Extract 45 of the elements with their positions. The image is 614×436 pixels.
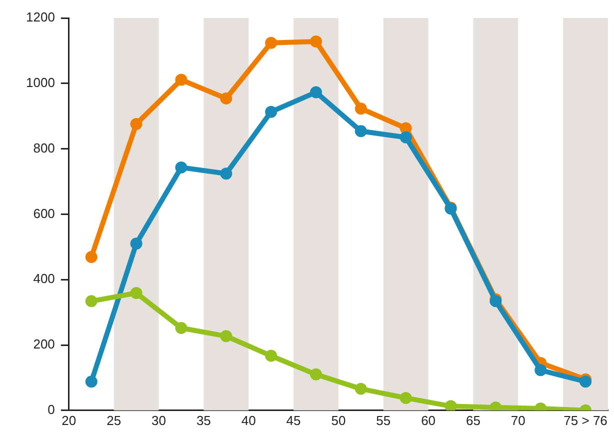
y-tick-label: 200 bbox=[33, 336, 55, 352]
x-tick-label: 40 bbox=[241, 412, 256, 428]
y-tick-label: 800 bbox=[33, 140, 55, 156]
point bbox=[354, 102, 367, 115]
x-tick-label: 55 bbox=[376, 412, 391, 428]
point bbox=[130, 287, 142, 300]
point bbox=[220, 330, 232, 342]
y-tick-label: 1000 bbox=[26, 74, 55, 90]
x-tick-label: 65 bbox=[466, 412, 480, 428]
point bbox=[220, 92, 232, 104]
point bbox=[175, 74, 188, 86]
point bbox=[265, 36, 278, 49]
x-tick-label: 50 bbox=[331, 412, 346, 428]
point bbox=[265, 106, 278, 118]
point bbox=[444, 400, 457, 410]
y-tick-label: 600 bbox=[33, 206, 55, 221]
x-tick-label: 45 bbox=[286, 412, 301, 428]
point bbox=[580, 376, 592, 388]
point bbox=[310, 36, 322, 48]
x-tick-label: 20 bbox=[62, 412, 76, 428]
x-tick-label: 75 > 76 bbox=[564, 412, 608, 428]
x-tick-label: 35 bbox=[196, 412, 211, 428]
point bbox=[310, 86, 322, 98]
point bbox=[400, 131, 412, 144]
x-tick-label: 70 bbox=[510, 412, 526, 428]
y-tick-label: 400 bbox=[33, 271, 55, 286]
point bbox=[130, 118, 142, 130]
y-tick-label: 0 bbox=[48, 402, 55, 417]
x-tick-label: 30 bbox=[152, 412, 166, 428]
point bbox=[85, 295, 98, 308]
point bbox=[310, 368, 322, 380]
point bbox=[265, 350, 278, 362]
point bbox=[354, 382, 367, 395]
point bbox=[220, 168, 232, 180]
point bbox=[534, 364, 547, 376]
x-tick-label: 60 bbox=[421, 412, 436, 428]
point bbox=[175, 161, 188, 174]
point bbox=[400, 392, 412, 404]
x-tick-label: 25 bbox=[106, 412, 122, 428]
point bbox=[85, 376, 98, 388]
point bbox=[175, 322, 188, 334]
point bbox=[85, 251, 98, 264]
point bbox=[354, 125, 367, 138]
y-tick-label: 1200 bbox=[26, 10, 55, 25]
point bbox=[130, 238, 142, 250]
